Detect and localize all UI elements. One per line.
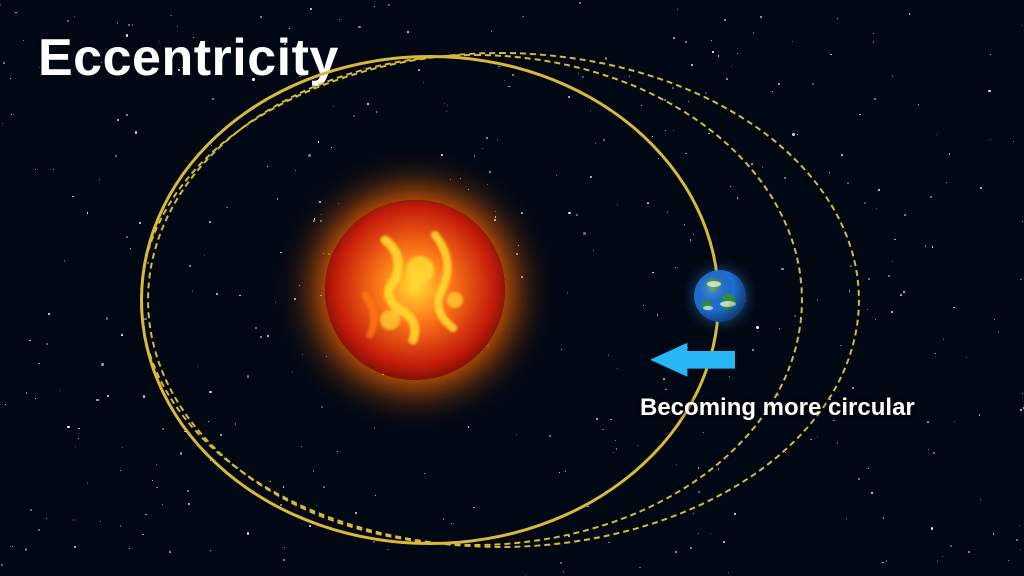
sun-graphic [325, 200, 505, 380]
earth [694, 270, 746, 322]
earth-graphic [694, 270, 746, 322]
direction-arrow [650, 336, 735, 384]
diagram-title: Eccentricity [38, 28, 339, 88]
annotation-label: Becoming more circular [640, 394, 915, 422]
sun [325, 200, 505, 380]
